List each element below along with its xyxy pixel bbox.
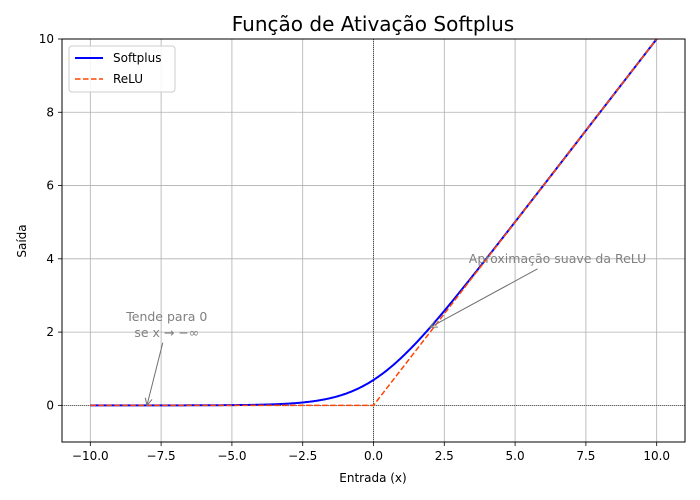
annotation-arrow xyxy=(429,268,538,328)
legend: Softplus ReLU xyxy=(68,45,176,93)
legend-label-softplus: Softplus xyxy=(113,51,162,65)
annotation-text: Tende para 0 xyxy=(125,309,207,324)
annotation-arrowhead xyxy=(144,397,153,407)
x-tick-label: 0.0 xyxy=(364,449,383,463)
y-tick-label: 6 xyxy=(46,179,54,193)
y-tick-label: 2 xyxy=(46,325,54,339)
annotation-text: se x → −∞ xyxy=(134,325,199,340)
annotations: Tende para 0se x → −∞ Aproximação suave d… xyxy=(125,251,647,407)
y-tick-label: 0 xyxy=(46,398,54,412)
series-line-relu xyxy=(90,38,658,407)
annotation-arrowhead xyxy=(429,320,438,328)
y-axis-ticks: 0 2 4 6 8 10 xyxy=(39,32,62,412)
legend-label-relu: ReLU xyxy=(113,72,143,86)
x-tick-label: 10.0 xyxy=(643,449,670,463)
y-tick-label: 10 xyxy=(39,32,54,46)
x-tick-label: −5.0 xyxy=(217,449,246,463)
annotation-text: Aproximação suave da ReLU xyxy=(469,251,647,266)
series-line-softplus xyxy=(90,38,658,407)
x-tick-label: 2.5 xyxy=(435,449,454,463)
x-tick-label: 5.0 xyxy=(506,449,525,463)
x-axis-ticks: −10.0 −7.5 −5.0 −2.5 0.0 2.5 5.0 7.5 10.0 xyxy=(72,442,670,463)
series-layer xyxy=(90,38,658,407)
annotation-arrow xyxy=(146,342,164,406)
y-tick-label: 4 xyxy=(46,252,54,266)
x-tick-label: −7.5 xyxy=(147,449,176,463)
x-tick-label: −2.5 xyxy=(288,449,317,463)
y-axis-label: Saída xyxy=(15,224,29,257)
chart-title: Função de Ativação Softplus xyxy=(232,12,514,36)
x-tick-label: 7.5 xyxy=(576,449,595,463)
x-axis-label: Entrada (x) xyxy=(339,471,406,485)
x-tick-label: −10.0 xyxy=(72,449,109,463)
y-tick-label: 8 xyxy=(46,105,54,119)
